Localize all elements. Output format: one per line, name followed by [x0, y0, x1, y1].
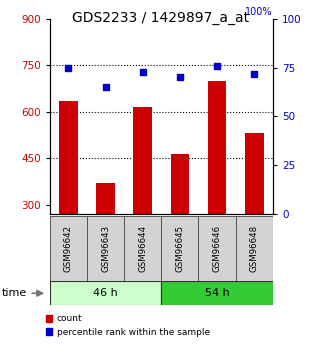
Point: [103, 85, 108, 90]
Bar: [161, 281, 273, 305]
Point: [177, 75, 182, 80]
Bar: [96, 183, 115, 297]
Bar: [161, 216, 198, 281]
Text: 100%: 100%: [245, 7, 273, 17]
Text: GDS2233 / 1429897_a_at: GDS2233 / 1429897_a_at: [72, 11, 249, 25]
Bar: [236, 216, 273, 281]
Text: GSM96648: GSM96648: [250, 225, 259, 272]
Bar: [198, 216, 236, 281]
Bar: [134, 107, 152, 297]
Text: 46 h: 46 h: [93, 288, 118, 298]
Bar: [50, 281, 161, 305]
Text: 54 h: 54 h: [205, 288, 230, 298]
Point: [252, 71, 257, 76]
Bar: [87, 216, 124, 281]
Text: GSM96645: GSM96645: [175, 225, 184, 272]
Point: [214, 63, 220, 69]
Text: GSM96643: GSM96643: [101, 225, 110, 272]
Text: time: time: [2, 288, 27, 298]
Legend: count, percentile rank within the sample: count, percentile rank within the sample: [42, 311, 213, 341]
Text: GSM96644: GSM96644: [138, 225, 147, 272]
Point: [140, 69, 145, 75]
Bar: [50, 216, 87, 281]
Bar: [59, 101, 78, 297]
Point: [66, 65, 71, 70]
Bar: [245, 134, 264, 297]
Bar: [170, 154, 189, 297]
Bar: [124, 216, 161, 281]
Text: GSM96642: GSM96642: [64, 225, 73, 272]
Bar: [208, 81, 226, 297]
Text: GSM96646: GSM96646: [213, 225, 221, 272]
